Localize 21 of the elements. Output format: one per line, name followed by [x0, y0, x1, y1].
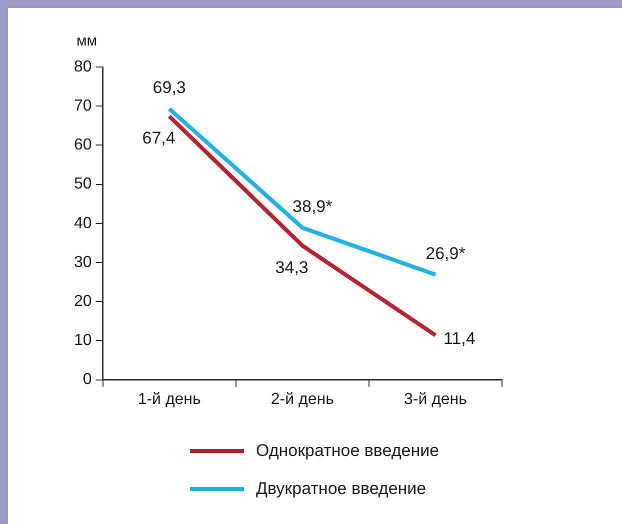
y-tick-label: 80	[74, 58, 92, 76]
y-tick-label: 30	[74, 254, 92, 271]
x-tick-label: 2-й день	[270, 390, 334, 408]
x-tick-label: 3-й день	[404, 390, 467, 408]
data-label: 26,9*	[426, 244, 466, 263]
y-tick-label: 60	[74, 136, 92, 154]
data-label: 11,4	[443, 328, 476, 348]
data-label: 67,4	[142, 128, 176, 148]
y-tick-label: 20	[74, 293, 92, 310]
y-axis-title: мм	[76, 32, 98, 50]
legend-label: Однократное введение	[256, 441, 440, 461]
y-tick-label: 50	[74, 176, 92, 193]
y-tick-label: 0	[82, 371, 92, 388]
x-tick-label: 1-й день	[138, 390, 201, 408]
data-label: 38,9*	[292, 196, 333, 216]
data-label: 69,3	[152, 78, 186, 98]
y-tick-label: 40	[74, 214, 92, 232]
legend-label: Двукратное введение	[256, 479, 426, 499]
y-tick-label: 10	[74, 332, 92, 350]
data-label: 34,3	[275, 258, 308, 277]
y-tick-label: 70	[74, 98, 92, 115]
